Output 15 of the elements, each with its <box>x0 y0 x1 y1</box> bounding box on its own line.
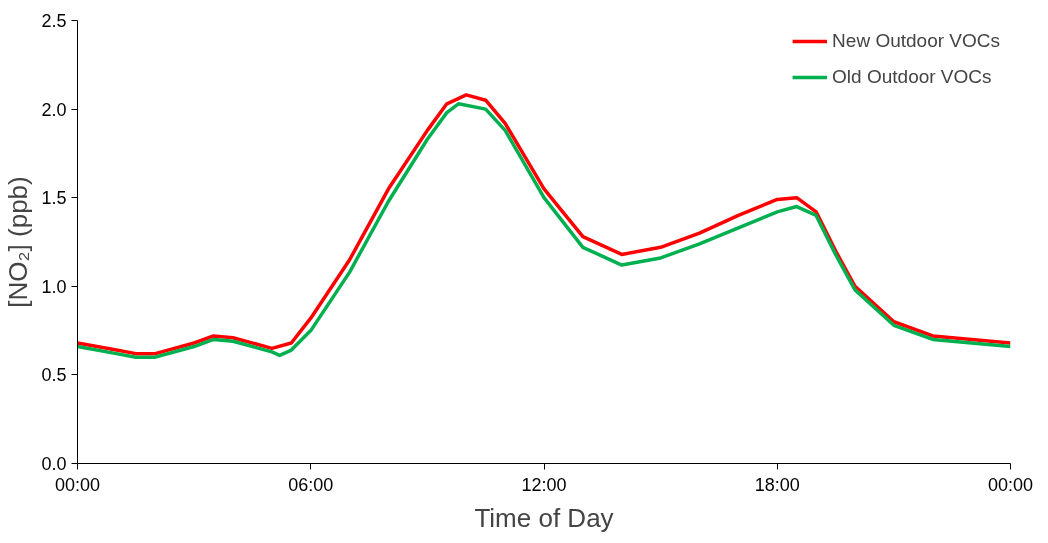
y-tick-label: 2.0 <box>41 99 67 120</box>
y-axis-title: [NO₂] (ppb) <box>3 176 34 308</box>
y-tick-label: 0.5 <box>41 365 67 386</box>
y-tick-label: 0.0 <box>41 454 67 474</box>
x-tick-label: 00:00 <box>54 474 101 495</box>
y-tick-label: 1.0 <box>41 276 67 297</box>
x-tick-label: 18:00 <box>754 474 800 495</box>
x-tick-label: 12:00 <box>521 474 567 495</box>
y-tick-label: 2.5 <box>41 11 67 31</box>
legend-label: Old Outdoor VOCs <box>832 66 992 88</box>
x-tick-label: 00:00 <box>987 474 1034 495</box>
y-tick-label: 1.5 <box>41 188 67 209</box>
legend-label: New Outdoor VOCs <box>832 30 1000 52</box>
x-tick-label: 06:00 <box>288 474 334 495</box>
x-axis-title: Time of Day <box>474 502 614 533</box>
